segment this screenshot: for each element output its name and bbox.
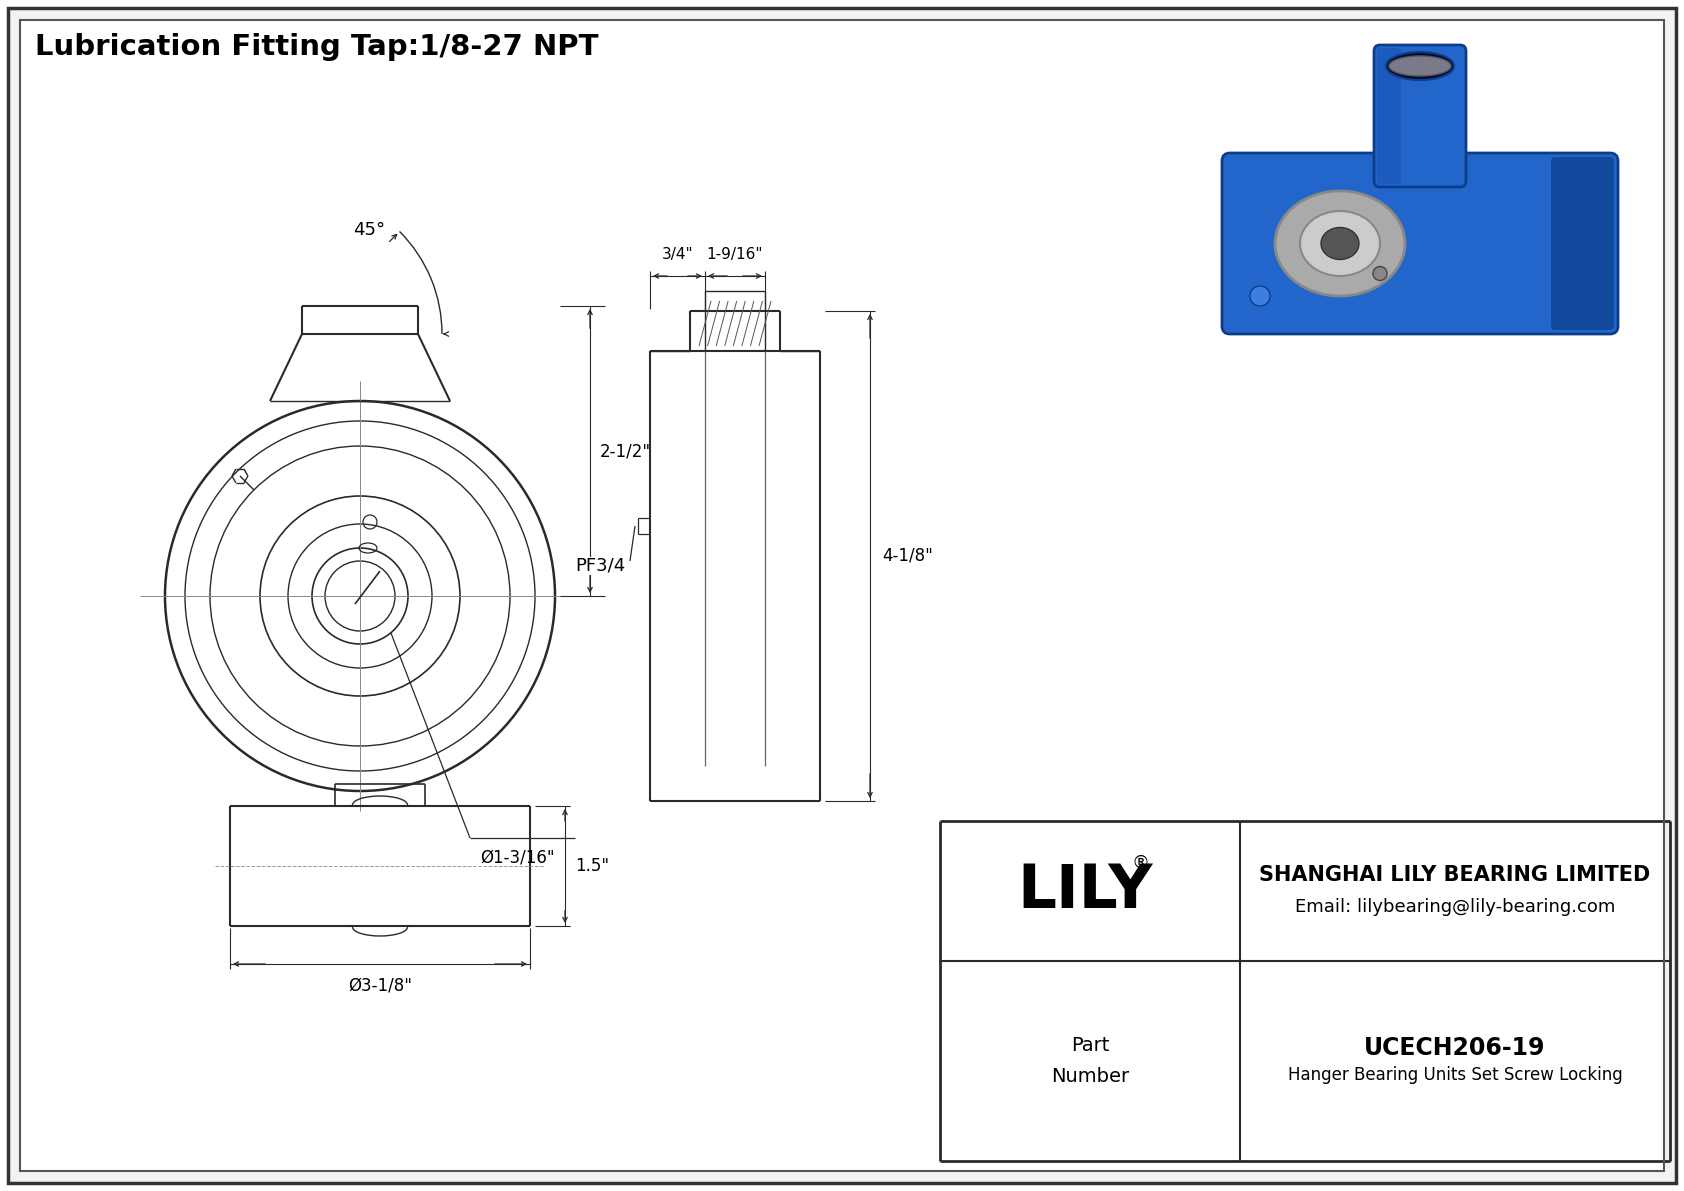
Text: UCECH206-19: UCECH206-19 [1364, 1036, 1546, 1060]
Ellipse shape [1300, 211, 1379, 276]
FancyBboxPatch shape [1378, 48, 1401, 183]
Circle shape [1372, 267, 1388, 281]
FancyBboxPatch shape [1551, 157, 1613, 330]
Text: LILY: LILY [1017, 861, 1154, 921]
Text: PF3/4: PF3/4 [574, 557, 625, 575]
Ellipse shape [1275, 191, 1404, 297]
Text: 45°: 45° [354, 222, 386, 239]
Text: 3/4": 3/4" [662, 247, 694, 262]
Text: Email: lilybearing@lily-bearing.com: Email: lilybearing@lily-bearing.com [1295, 898, 1615, 916]
Text: 1-9/16": 1-9/16" [707, 247, 763, 262]
Text: Lubrication Fitting Tap:1/8-27 NPT: Lubrication Fitting Tap:1/8-27 NPT [35, 33, 598, 61]
Text: 2-1/2": 2-1/2" [600, 442, 652, 460]
Ellipse shape [1389, 56, 1452, 76]
Text: 1.5": 1.5" [574, 858, 610, 875]
Text: Hanger Bearing Units Set Screw Locking: Hanger Bearing Units Set Screw Locking [1288, 1066, 1622, 1084]
Text: 4-1/8": 4-1/8" [882, 547, 933, 565]
Text: Ø1-3/16": Ø1-3/16" [480, 848, 554, 866]
FancyBboxPatch shape [1223, 152, 1618, 333]
Ellipse shape [1386, 52, 1453, 80]
Text: Part
Number: Part Number [1051, 1036, 1128, 1086]
FancyBboxPatch shape [1374, 45, 1467, 187]
Circle shape [1250, 286, 1270, 306]
Text: ®: ® [1132, 854, 1148, 872]
Text: Ø3-1/8": Ø3-1/8" [349, 975, 413, 994]
Ellipse shape [1320, 227, 1359, 260]
Text: SHANGHAI LILY BEARING LIMITED: SHANGHAI LILY BEARING LIMITED [1260, 865, 1650, 885]
